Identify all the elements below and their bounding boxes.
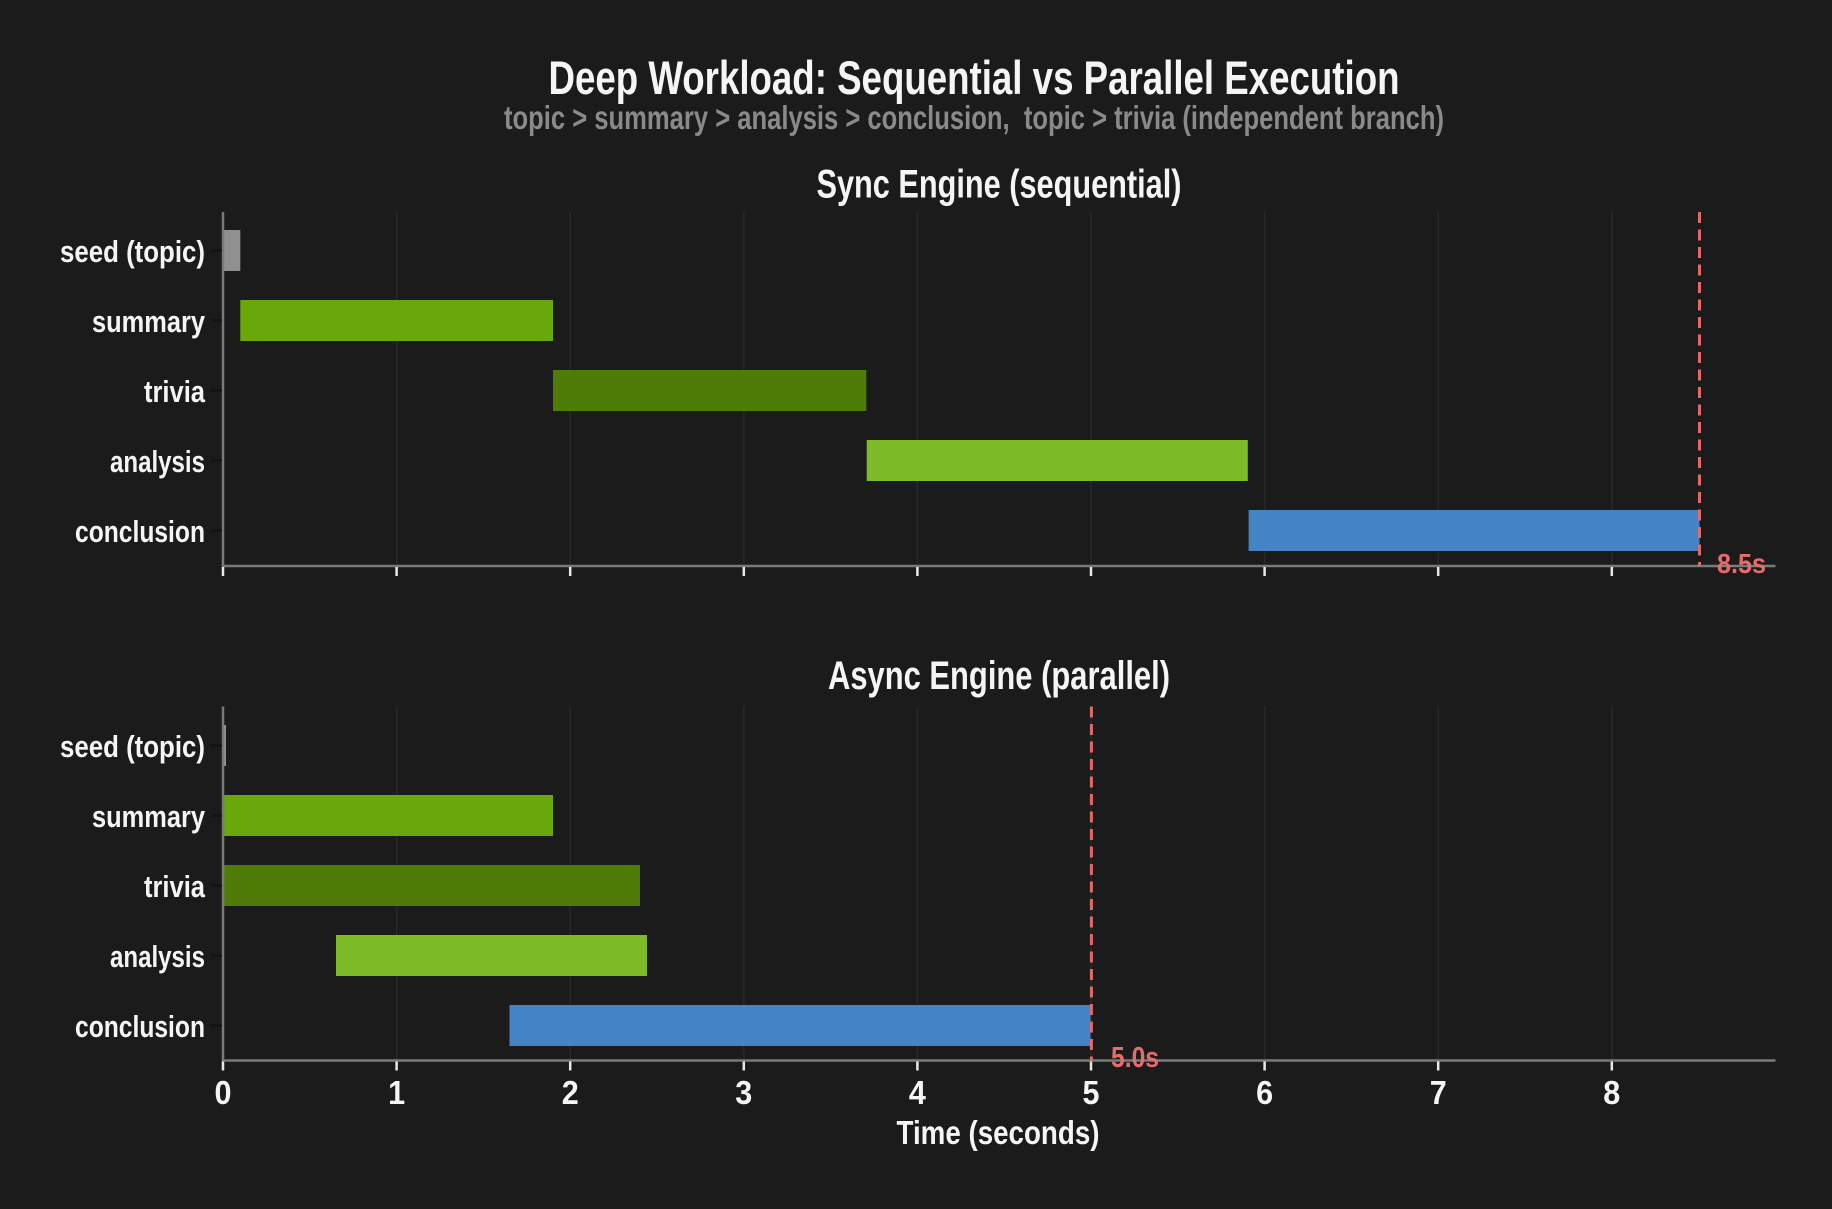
svg-text:analysis: analysis — [110, 939, 205, 974]
svg-text:3: 3 — [735, 1074, 752, 1111]
svg-text:4: 4 — [909, 1074, 927, 1111]
svg-text:trivia: trivia — [144, 869, 206, 904]
svg-text:seed (topic): seed (topic) — [60, 729, 205, 764]
svg-text:analysis: analysis — [110, 444, 205, 479]
svg-text:Sync Engine (sequential): Sync Engine (sequential) — [817, 163, 1182, 207]
svg-text:conclusion: conclusion — [75, 1009, 205, 1044]
svg-text:2: 2 — [562, 1074, 579, 1111]
svg-text:conclusion: conclusion — [75, 514, 205, 549]
svg-text:Time (seconds): Time (seconds) — [897, 1114, 1100, 1151]
svg-text:Deep Workload: Sequential vs P: Deep Workload: Sequential vs Parallel Ex… — [549, 51, 1400, 104]
svg-text:Async Engine (parallel): Async Engine (parallel) — [828, 654, 1170, 698]
svg-text:5.0s: 5.0s — [1111, 1042, 1159, 1074]
svg-text:summary: summary — [92, 304, 206, 339]
svg-text:8: 8 — [1603, 1074, 1620, 1111]
svg-text:5: 5 — [1083, 1074, 1100, 1111]
svg-text:7: 7 — [1430, 1074, 1447, 1111]
svg-text:seed (topic): seed (topic) — [60, 234, 205, 269]
svg-text:0: 0 — [215, 1074, 232, 1111]
svg-text:topic > summary > analysis > c: topic > summary > analysis > conclusion,… — [504, 99, 1444, 136]
svg-text:8.5s: 8.5s — [1717, 548, 1766, 579]
svg-text:trivia: trivia — [144, 374, 206, 409]
svg-text:1: 1 — [388, 1074, 405, 1111]
svg-text:6: 6 — [1256, 1074, 1273, 1111]
svg-text:summary: summary — [92, 799, 206, 834]
